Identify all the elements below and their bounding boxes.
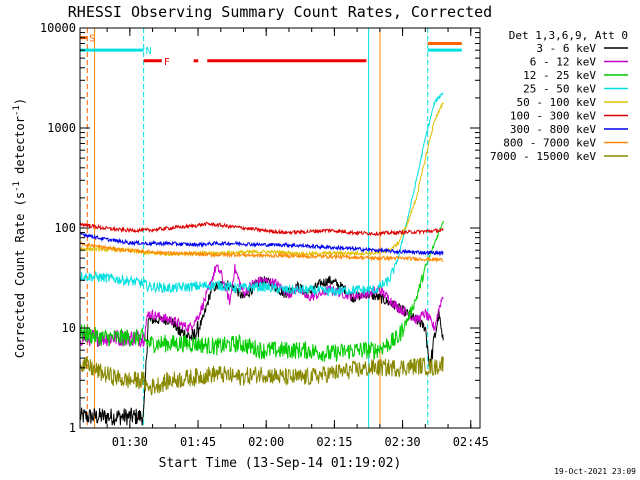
y-axis-label-main: Corrected Count Rate (s bbox=[13, 192, 27, 358]
legend-label-2: 12 - 25 keV bbox=[523, 69, 596, 82]
x-tick-label-0: 01:30 bbox=[112, 435, 148, 449]
legend-label-0: 3 - 6 keV bbox=[536, 42, 596, 55]
x-tick-label-1: 01:45 bbox=[180, 435, 216, 449]
series-line-5 bbox=[80, 221, 444, 237]
legend-label-8: 7000 - 15000 keV bbox=[490, 150, 596, 163]
x-tick-label-4: 02:30 bbox=[385, 435, 421, 449]
legend-title: Det 1,3,6,9, Att 0 bbox=[509, 29, 628, 42]
x-tick-label-2: 02:00 bbox=[248, 435, 284, 449]
flag-label-1: N bbox=[146, 46, 152, 57]
plot-content: S N F bbox=[80, 28, 462, 428]
legend-label-7: 800 - 7000 keV bbox=[503, 137, 596, 150]
series-line-2 bbox=[80, 220, 444, 362]
legend-label-5: 100 - 300 keV bbox=[510, 110, 596, 123]
legend-label-3: 25 - 50 keV bbox=[523, 83, 596, 96]
series-line-8 bbox=[80, 356, 444, 396]
chart-title: RHESSI Observing Summary Count Rates, Co… bbox=[68, 3, 492, 21]
y-tick-label-2: 100 bbox=[54, 221, 76, 235]
y-axis-label-mid: detector bbox=[13, 116, 27, 181]
y-axis-label-end: ) bbox=[13, 98, 27, 105]
axes: 1 10 100 1000 10000 01:30 01:45 02:00 02:15 02:30… bbox=[40, 21, 489, 449]
legend-label-1: 6 - 12 keV bbox=[530, 56, 597, 69]
series-line-6 bbox=[80, 231, 444, 257]
plot-area: S N F bbox=[80, 28, 462, 428]
x-tick-label-3: 02:15 bbox=[316, 435, 352, 449]
flag-label-2: F bbox=[164, 57, 170, 68]
y-tick-label-0: 1 bbox=[69, 421, 76, 435]
flag-label-0: S bbox=[89, 34, 95, 45]
footer-timestamp: 19-Oct-2021 23:09 bbox=[554, 467, 636, 476]
y-axis-label-sup1: -1 bbox=[12, 181, 22, 192]
y-axis-label-sup2: -1 bbox=[12, 105, 22, 116]
x-tick-label-5: 02:45 bbox=[453, 435, 489, 449]
series-line-3 bbox=[80, 92, 444, 297]
legend-label-6: 300 - 800 keV bbox=[510, 123, 596, 136]
series-line-1 bbox=[80, 264, 444, 349]
y-axis-label: Corrected Count Rate (s-1 detector-1) bbox=[12, 98, 27, 358]
legend-label-4: 50 - 100 keV bbox=[517, 96, 597, 109]
x-axis-label: Start Time (13-Sep-14 01:19:02) bbox=[159, 456, 402, 471]
y-tick-label-1: 10 bbox=[62, 321, 76, 335]
series-line-7 bbox=[80, 241, 444, 263]
y-tick-label-3: 1000 bbox=[47, 121, 76, 135]
y-tick-label-4: 10000 bbox=[40, 21, 76, 35]
